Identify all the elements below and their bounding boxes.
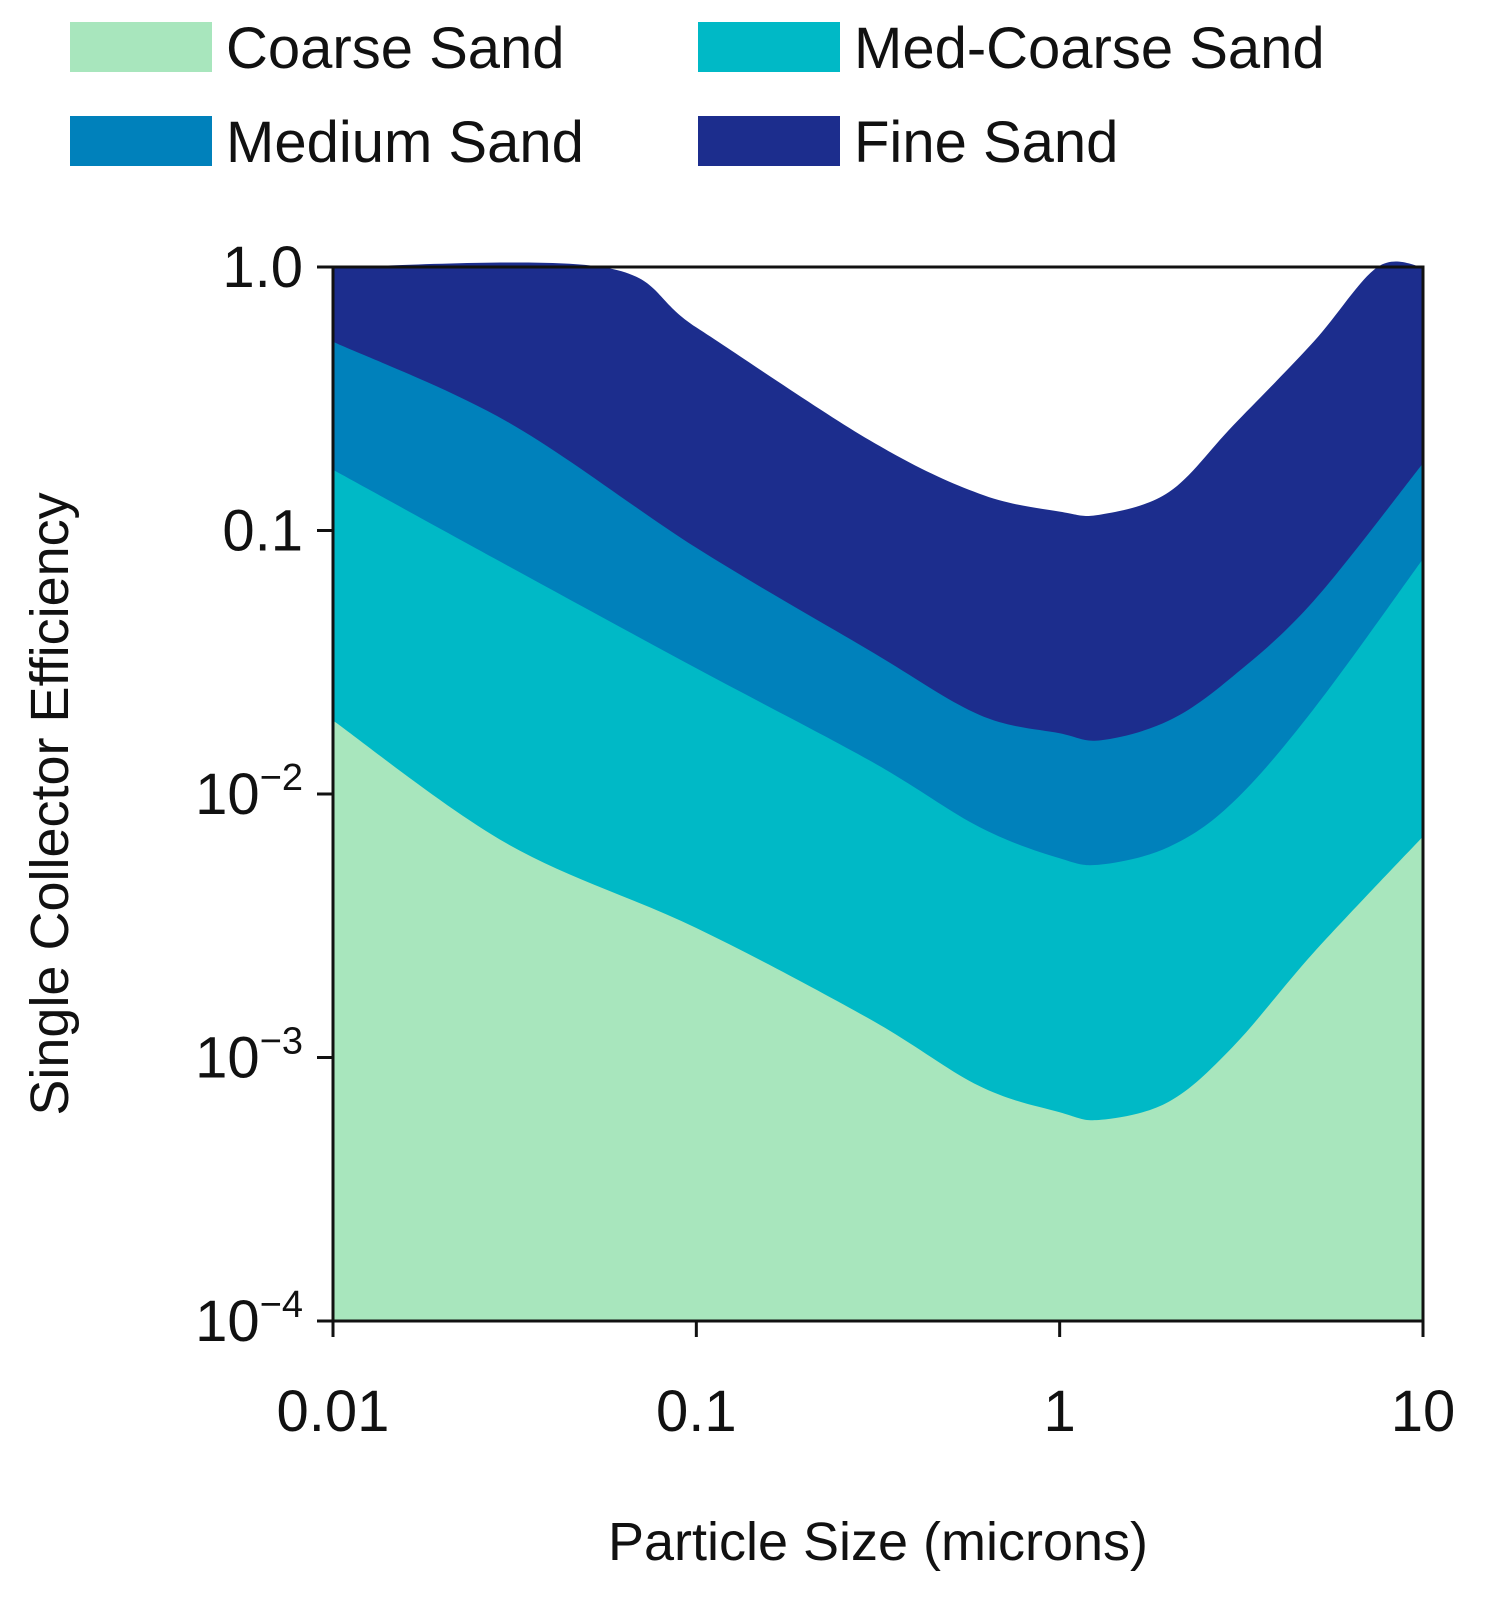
- x-axis: 0.01 0.1 1 10: [277, 1321, 1456, 1444]
- legend-item-fine-sand: Fine Sand: [698, 110, 1118, 175]
- x-tick-label: 1: [1044, 1379, 1076, 1444]
- area-layers: [333, 261, 1423, 1321]
- legend-item-coarse-sand: Coarse Sand: [70, 16, 565, 81]
- y-tick-label: 10−3: [195, 1021, 303, 1091]
- y-axis-label: Single Collector Efficiency: [20, 492, 80, 1115]
- legend-swatch: [698, 22, 840, 72]
- legend-item-med-coarse-sand: Med-Coarse Sand: [698, 16, 1325, 81]
- legend-label: Fine Sand: [854, 110, 1118, 175]
- legend-swatch: [698, 116, 840, 166]
- legend-swatch: [70, 22, 212, 72]
- y-tick-label: 10−2: [195, 757, 303, 827]
- y-tick-label: 10−4: [195, 1284, 303, 1354]
- area-coarse-sand: [333, 720, 1423, 1321]
- y-tick-label: 0.1: [222, 499, 303, 564]
- y-axis: 1.0 0.1 10−2 10−3 10−4: [195, 235, 333, 1354]
- legend-label: Medium Sand: [226, 110, 584, 175]
- y-tick-label: 1.0: [222, 235, 303, 300]
- legend-label: Med-Coarse Sand: [854, 16, 1325, 81]
- legend-label: Coarse Sand: [226, 16, 565, 81]
- x-tick-label: 0.1: [656, 1379, 737, 1444]
- legend-swatch: [70, 116, 212, 166]
- legend-item-medium-sand: Medium Sand: [70, 110, 584, 175]
- x-tick-label: 0.01: [277, 1379, 390, 1444]
- legend: Coarse Sand Med-Coarse Sand Medium Sand Fin…: [70, 16, 1325, 175]
- plot-area: [331, 261, 1425, 1323]
- x-tick-label: 10: [1391, 1379, 1456, 1444]
- x-axis-label: Particle Size (microns): [608, 1512, 1148, 1572]
